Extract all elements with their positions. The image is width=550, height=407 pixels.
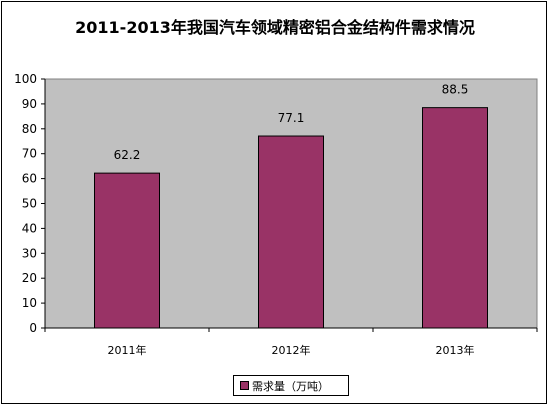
y-tick-label: 30 <box>22 246 37 260</box>
y-tick-label: 90 <box>22 97 37 111</box>
y-tick-label: 50 <box>22 197 37 211</box>
legend: 需求量（万吨） <box>233 375 349 396</box>
x-tick-label: 2013年 <box>436 343 475 357</box>
bar-1 <box>94 172 160 329</box>
bar-3 <box>422 107 488 329</box>
data-label: 62.2 <box>114 148 141 162</box>
data-label: 88.5 <box>442 83 469 97</box>
chart-title: 2011-2013年我国汽车领域精密铝合金结构件需求情况 <box>75 18 475 37</box>
y-tick-label: 40 <box>22 221 37 235</box>
data-label: 77.1 <box>278 111 305 125</box>
y-tick-label: 100 <box>14 72 37 86</box>
y-tick-label: 60 <box>22 172 37 186</box>
y-tick-label: 70 <box>22 147 37 161</box>
legend-label: 需求量（万吨） <box>252 379 329 393</box>
y-tick-label: 80 <box>22 122 37 136</box>
y-tick-label: 10 <box>22 296 37 310</box>
y-tick-label: 20 <box>22 271 37 285</box>
bar-2 <box>258 135 324 329</box>
y-tick-label: 0 <box>29 321 37 335</box>
legend-swatch <box>240 381 249 390</box>
x-tick-label: 2012年 <box>272 343 311 357</box>
x-tick-label: 2011年 <box>108 343 147 357</box>
